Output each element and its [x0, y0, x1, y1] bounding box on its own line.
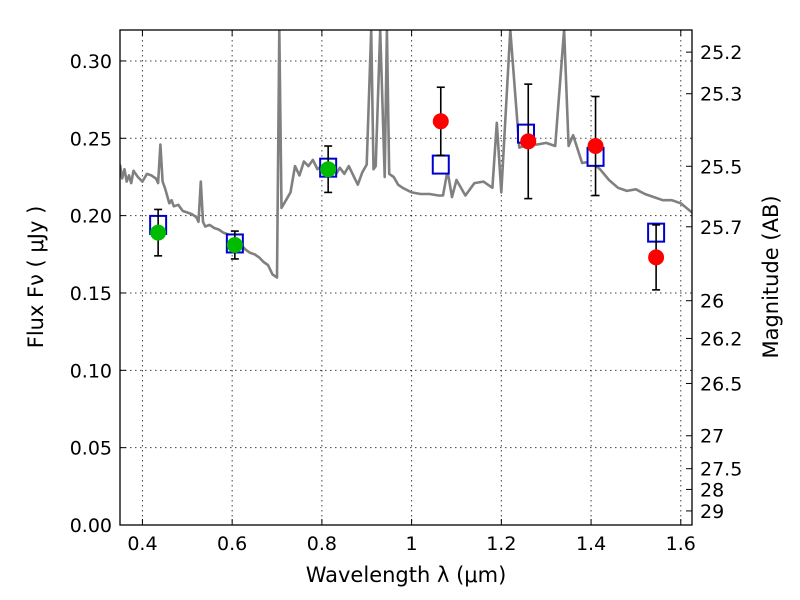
observed-point — [587, 138, 604, 155]
y-axis-label: Flux Fν ( μJy ) — [24, 206, 48, 349]
right-tick-label: 28 — [700, 479, 724, 501]
plot-content — [120, 30, 692, 291]
y-tick-label: 0.05 — [70, 438, 112, 460]
y-tick-label: 0.10 — [70, 360, 112, 382]
observed-point — [432, 113, 449, 130]
right-tick-label: 29 — [700, 501, 724, 523]
plot-frame — [119, 29, 693, 526]
observed-point — [520, 133, 537, 150]
model-square-marker — [431, 154, 450, 175]
grid — [120, 30, 692, 526]
observed-point — [226, 237, 243, 254]
right-axis-label: Magnitude (AB) — [759, 195, 783, 358]
right-tick-label: 26.2 — [700, 328, 742, 350]
observed-point — [150, 224, 167, 241]
x-tick-label: 1.6 — [666, 533, 696, 555]
y-tick-label: 0.30 — [70, 51, 112, 73]
observed-point — [648, 249, 665, 266]
right-tick-label: 25.3 — [700, 84, 742, 106]
x-tick-label: 0.8 — [307, 533, 337, 555]
x-axis-label: Wavelength λ (μm) — [306, 563, 507, 587]
right-tick-label: 25.7 — [700, 217, 742, 239]
axis-ticks: 0.4 0.6 0.8 1 1.2 1.4 1.6 0.00 0.05 0.10 0.15 0.20 0… — [70, 30, 742, 555]
right-tick-label: 26 — [700, 291, 724, 313]
x-tick-label: 0.4 — [127, 533, 157, 555]
spectrum-line — [120, 30, 692, 279]
x-tick-label: 1.2 — [486, 533, 516, 555]
right-tick-label: 25.5 — [700, 156, 742, 178]
spectrum-series — [120, 30, 692, 279]
right-tick-label: 27.5 — [700, 459, 742, 481]
right-tick-label: 26.5 — [700, 373, 742, 395]
x-tick-label: 1.4 — [576, 533, 606, 555]
x-tick-label: 1 — [406, 533, 418, 555]
y-tick-label: 0.00 — [70, 515, 112, 537]
y-tick-label: 0.20 — [70, 206, 112, 228]
marker-layer — [149, 83, 666, 291]
observed-point — [320, 161, 337, 178]
y-tick-label: 0.25 — [70, 128, 112, 150]
y-tick-label: 0.15 — [70, 283, 112, 305]
x-tick-label: 0.6 — [217, 533, 247, 555]
right-tick-label: 25.2 — [700, 42, 742, 64]
right-tick-label: 27 — [700, 426, 724, 448]
